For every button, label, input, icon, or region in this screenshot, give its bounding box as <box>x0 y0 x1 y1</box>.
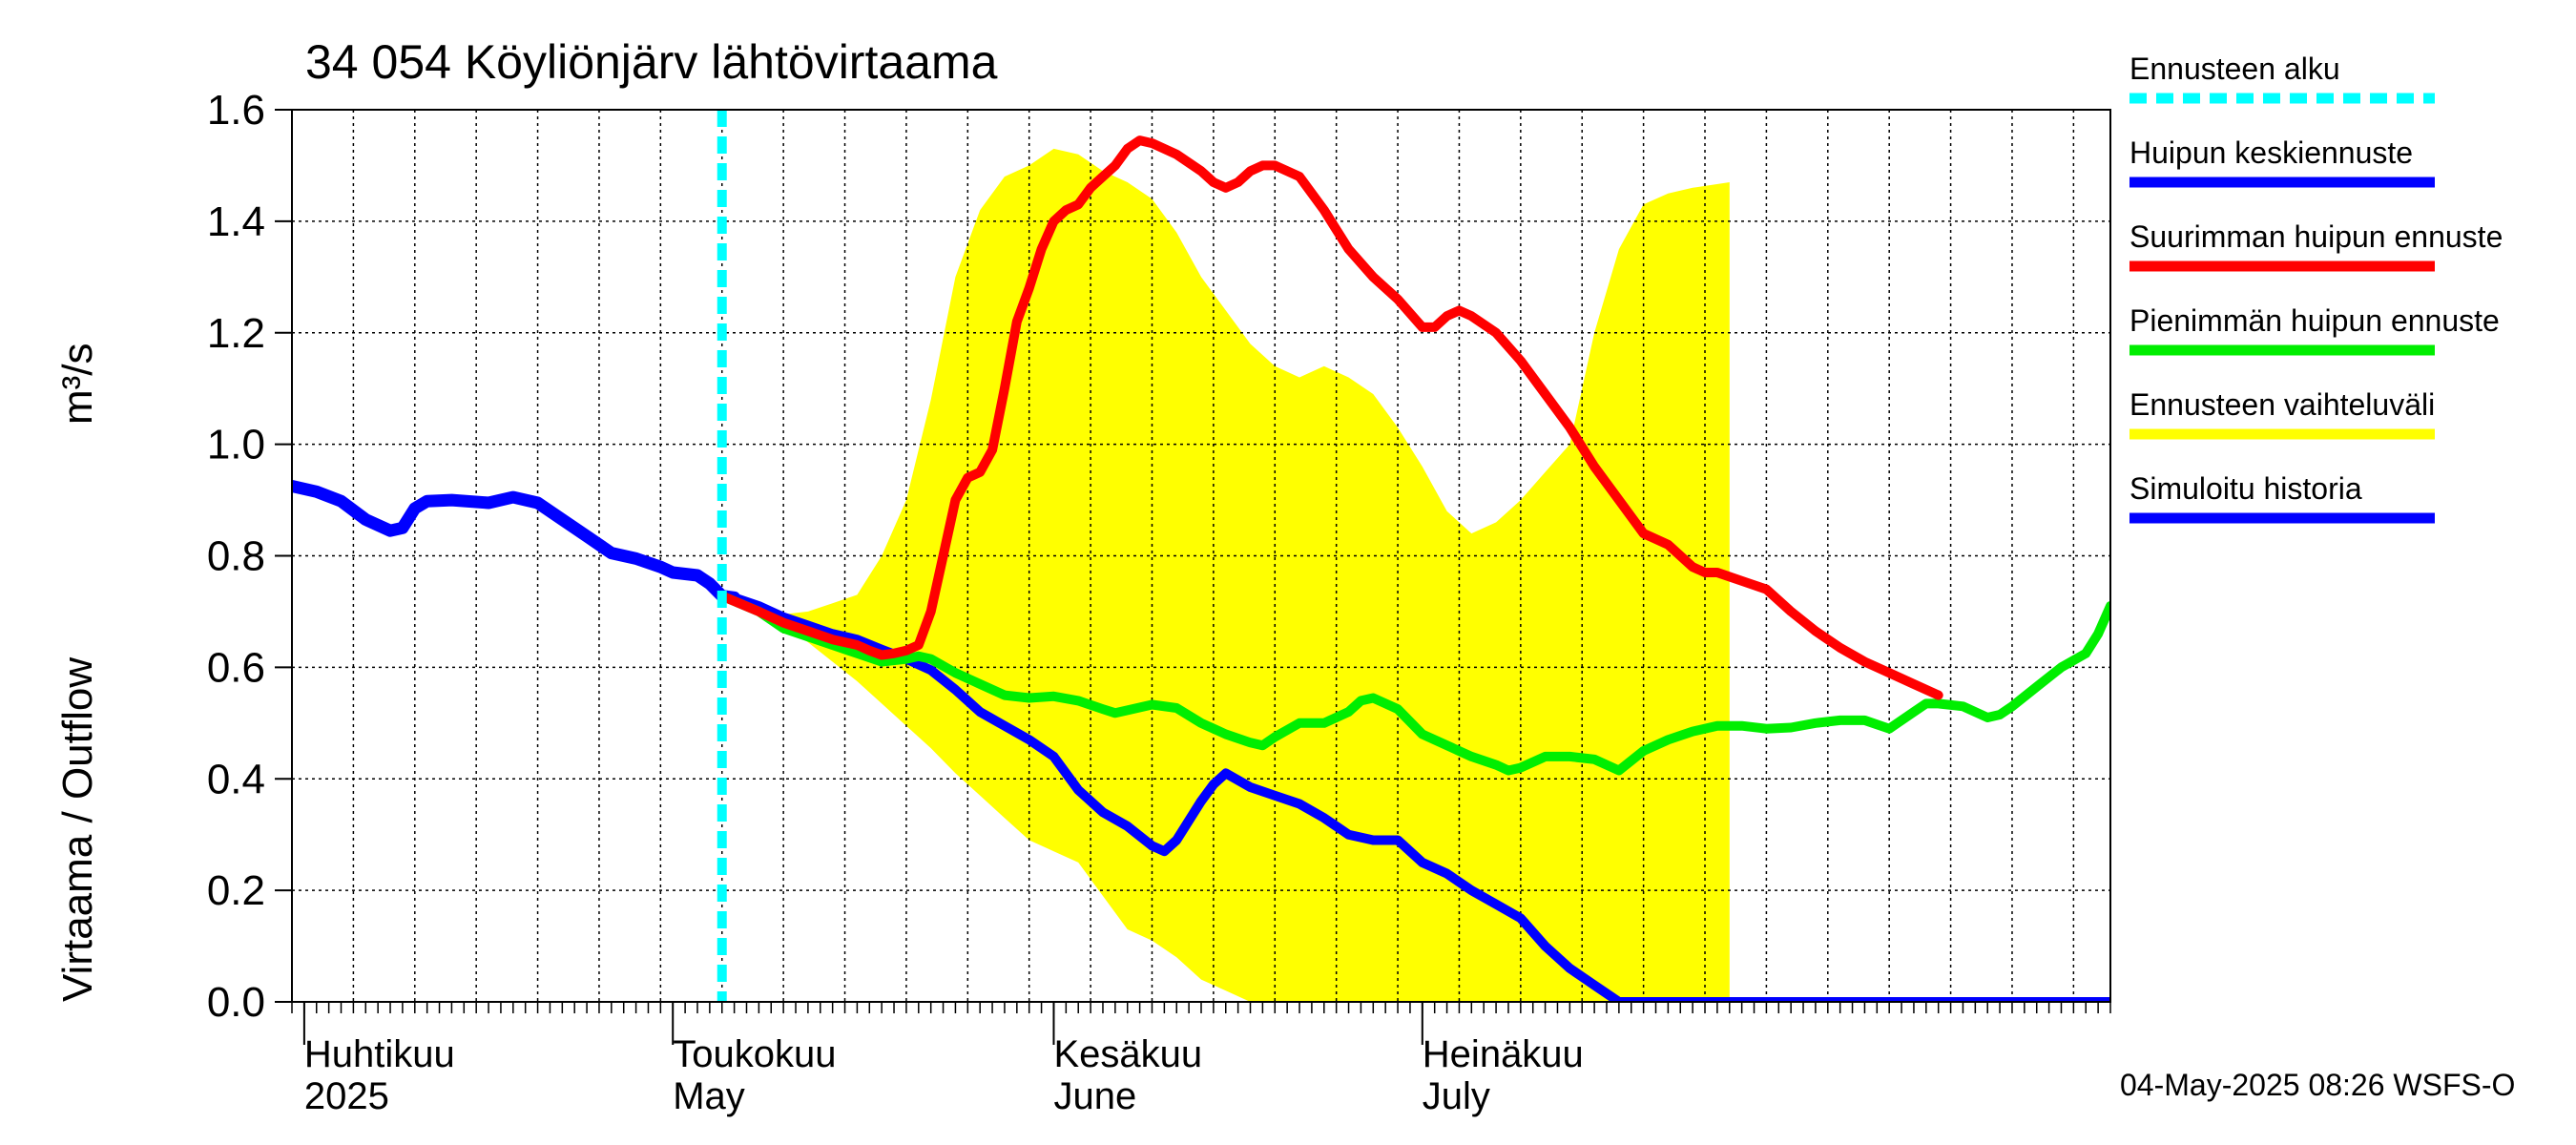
x-month-label-en: June <box>1053 1075 1136 1117</box>
y-axis-unit: m³/s <box>54 343 101 425</box>
legend-label: Huipun keskiennuste <box>2129 135 2413 170</box>
legend: Ennusteen alku Huipun keskiennuste Suurimm… <box>2129 52 2503 524</box>
y-tick-label: 0.8 <box>207 533 265 580</box>
y-axis-label: Virtaama / Outflow <box>54 657 101 1002</box>
y-tick-label: 1.0 <box>207 422 265 468</box>
legend-label: Suurimman huipun ennuste <box>2129 219 2503 254</box>
y-tick-label: 1.4 <box>207 198 265 245</box>
legend-label: Ennusteen alku <box>2129 52 2340 86</box>
series-simulated-history <box>292 480 741 604</box>
x-month-label-en: May <box>673 1075 745 1117</box>
x-month-label-fi: Heinäkuu <box>1423 1033 1584 1075</box>
y-tick-label: 0.6 <box>207 644 265 691</box>
series-min-peak-forecast <box>717 591 2110 776</box>
legend-label: Pienimmän huipun ennuste <box>2129 303 2500 338</box>
x-month-label-fi: Kesäkuu <box>1053 1033 1202 1075</box>
x-month-label-fi: Toukokuu <box>673 1033 836 1075</box>
legend-label: Ennusteen vaihteluväli <box>2129 387 2435 422</box>
series-mean-peak-forecast <box>717 591 2110 1002</box>
forecast-range-band <box>734 148 1730 1002</box>
y-tick-label: 0.4 <box>207 756 265 802</box>
chart-title: 34 054 Köyliönjärv lähtövirtaama <box>305 35 998 89</box>
series-max-peak-forecast <box>717 135 1943 700</box>
x-month-label-en: July <box>1423 1075 1490 1117</box>
legend-label: Simuloitu historia <box>2129 471 2362 506</box>
y-tick-label: 1.6 <box>207 87 265 134</box>
x-month-label-fi: Huhtikuu <box>304 1033 455 1075</box>
y-tick-label: 0.2 <box>207 867 265 914</box>
footer-timestamp: 04-May-2025 08:26 WSFS-O <box>2120 1068 2515 1102</box>
y-tick-label: 0.0 <box>207 979 265 1026</box>
x-month-label-en: 2025 <box>304 1075 389 1117</box>
y-tick-label: 1.2 <box>207 310 265 357</box>
plot-area <box>291 109 2110 1003</box>
